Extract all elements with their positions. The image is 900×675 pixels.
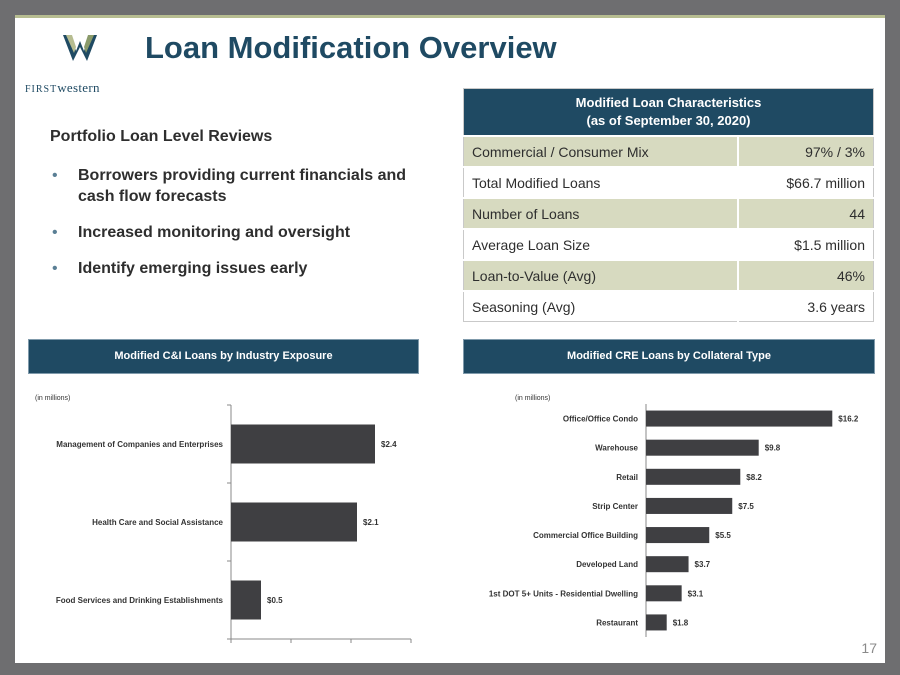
row-value: $66.7 million — [737, 166, 874, 198]
bullet-icon: • — [52, 224, 58, 241]
bar — [646, 556, 689, 573]
page-title: Loan Modification Overview — [145, 30, 557, 65]
row-label: Average Loan Size — [463, 228, 739, 260]
data-label: $3.7 — [695, 560, 711, 569]
row-label: Total Modified Loans — [463, 166, 739, 198]
top-accent-rule — [15, 15, 885, 18]
data-label: $8.2 — [746, 473, 762, 482]
category-label: Developed Land — [576, 560, 638, 569]
row-value: $1.5 million — [737, 228, 874, 260]
units-note: (in millions) — [515, 395, 550, 402]
cre-chart-title: Modified CRE Loans by Collateral Type — [463, 339, 875, 374]
bullet-icon: • — [52, 260, 58, 277]
data-label: $2.4 — [381, 440, 397, 449]
bullet-icon: • — [52, 167, 58, 184]
table-row: Loan-to-Value (Avg) 46% — [463, 259, 874, 291]
category-label: Food Services and Drinking Establishment… — [56, 596, 224, 605]
row-label: Number of Loans — [463, 197, 739, 229]
bar — [231, 502, 357, 542]
data-label: $3.1 — [688, 589, 704, 598]
page-number: 17 — [861, 640, 877, 656]
category-label: Strip Center — [592, 502, 638, 511]
row-label: Loan-to-Value (Avg) — [463, 259, 739, 291]
category-label: Commercial Office Building — [533, 531, 638, 540]
bar — [646, 497, 733, 514]
data-label: $2.1 — [363, 518, 379, 527]
table-row: Total Modified Loans $66.7 million — [463, 166, 874, 198]
bullet-item: • Borrowers providing current financials … — [52, 167, 407, 205]
data-label: $16.2 — [838, 415, 859, 424]
slide: FIRSTwestern Loan Modification Overview … — [15, 15, 885, 663]
bar — [646, 410, 833, 427]
logo-wordmark: FIRSTwestern — [25, 80, 100, 95]
data-label: $0.5 — [267, 596, 283, 605]
modified-loan-characteristics-table: Modified Loan Characteristics (as of Sep… — [463, 88, 874, 322]
table-row: Number of Loans 44 — [463, 197, 874, 229]
bar — [646, 585, 682, 602]
bar — [646, 468, 741, 485]
row-value: 46% — [737, 259, 874, 291]
review-bullet-list: • Borrowers providing current financials … — [50, 165, 410, 294]
bullet-item: • Identify emerging issues early — [52, 260, 308, 277]
data-label: $7.5 — [738, 502, 754, 511]
category-label: Warehouse — [595, 444, 638, 453]
data-label: $5.5 — [715, 531, 731, 540]
row-value: 3.6 years — [737, 290, 874, 322]
category-label: Office/Office Condo — [563, 415, 638, 424]
row-value: 97% / 3% — [737, 135, 874, 167]
bar — [646, 527, 710, 544]
bar — [231, 424, 375, 464]
table-header: Modified Loan Characteristics (as of Sep… — [463, 88, 874, 136]
cre-collateral-bar-chart: (in millions) Office/Office Condo $16.2 War… — [489, 395, 859, 637]
category-label: Restaurant — [596, 618, 638, 627]
table-row: Average Loan Size $1.5 million — [463, 228, 874, 260]
first-western-logo: FIRSTwestern — [25, 35, 137, 95]
category-label: 1st DOT 5+ Units - Residential Dwelling — [489, 589, 638, 598]
data-label: $9.8 — [765, 444, 781, 453]
ci-chart-title: Modified C&I Loans by Industry Exposure — [28, 339, 419, 374]
logo-w-icon — [63, 35, 97, 61]
units-note: (in millions) — [35, 395, 70, 402]
table-row: Seasoning (Avg) 3.6 years — [463, 290, 874, 322]
data-label: $1.8 — [673, 618, 689, 627]
row-label: Commercial / Consumer Mix — [463, 135, 739, 167]
bar — [231, 580, 261, 620]
portfolio-reviews-heading: Portfolio Loan Level Reviews — [50, 128, 273, 145]
table-row: Commercial / Consumer Mix 97% / 3% — [463, 135, 874, 167]
category-label: Management of Companies and Enterprises — [56, 440, 223, 449]
row-label: Seasoning (Avg) — [463, 290, 739, 322]
category-label: Health Care and Social Assistance — [92, 518, 223, 527]
bar — [646, 439, 759, 456]
category-label: Retail — [616, 473, 638, 482]
bullet-item: • Increased monitoring and oversight — [52, 224, 351, 241]
row-value: 44 — [737, 197, 874, 229]
bar — [646, 614, 667, 631]
ci-industry-bar-chart: (in millions) Management of Companies and… — [35, 395, 412, 643]
